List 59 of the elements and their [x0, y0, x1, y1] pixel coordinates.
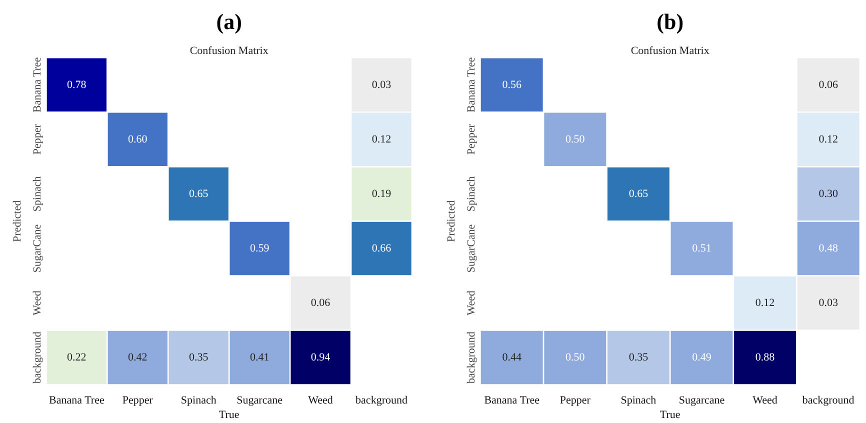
chart-title: (b) — [656, 8, 684, 34]
x-tick-label: Sugarcane — [236, 394, 283, 407]
x-tick-label: Sugarcane — [678, 394, 725, 407]
y-axis-title: Predicted — [11, 200, 24, 242]
y-tick-label: Spinach — [32, 176, 44, 212]
chart-subtitle: Confusion Matrix — [630, 44, 710, 57]
y-tick-label: Pepper — [466, 124, 478, 155]
y-tick-label: Pepper — [32, 124, 44, 155]
data-label: 0.12 — [818, 133, 838, 146]
x-tick-label: Pepper — [560, 394, 591, 407]
x-axis-title: True — [218, 408, 240, 421]
x-tick-label: Weed — [752, 394, 778, 407]
y-tick-label: Weed — [466, 290, 478, 316]
data-label: 0.66 — [372, 242, 392, 254]
y-tick-label: Spinach — [466, 176, 478, 212]
data-label: 0.42 — [128, 351, 148, 364]
data-label: 0.22 — [67, 351, 86, 364]
data-label: 0.49 — [692, 351, 712, 364]
data-label: 0.50 — [566, 351, 586, 364]
data-label: 0.65 — [628, 188, 649, 200]
x-tick-label: Pepper — [122, 394, 154, 407]
y-tick-label: Banana Tree — [466, 57, 478, 113]
data-label: 0.12 — [372, 133, 392, 146]
data-label: 0.41 — [250, 351, 270, 364]
x-tick-label: Weed — [308, 394, 334, 407]
data-label: 0.44 — [502, 351, 522, 364]
data-label: 0.03 — [818, 296, 838, 309]
data-label: 0.65 — [188, 188, 209, 200]
data-label: 0.50 — [566, 133, 586, 146]
x-tick-label: background — [802, 394, 855, 407]
data-label: 0.51 — [692, 242, 712, 254]
y-tick-label: SugarCane — [466, 224, 478, 273]
data-label: 0.35 — [628, 351, 649, 364]
data-label: 0.06 — [310, 296, 331, 309]
data-label: 0.30 — [818, 188, 838, 200]
y-axis-title: Predicted — [445, 200, 458, 242]
data-label: 0.60 — [128, 133, 148, 146]
data-label: 0.48 — [818, 242, 838, 254]
chart-title: (a) — [216, 8, 242, 34]
data-label: 0.94 — [310, 351, 331, 364]
x-tick-label: Banana Tree — [49, 394, 104, 407]
y-tick-label: Banana Tree — [32, 57, 44, 113]
x-tick-label: Banana Tree — [484, 394, 540, 407]
y-tick-label: Weed — [32, 290, 44, 316]
data-label: 0.03 — [372, 78, 392, 91]
x-tick-label: Spinach — [180, 394, 217, 407]
data-label: 0.78 — [67, 78, 87, 91]
data-label: 0.59 — [250, 242, 270, 254]
data-label: 0.19 — [372, 188, 392, 200]
x-axis-title: True — [660, 408, 680, 421]
data-label: 0.06 — [818, 78, 838, 91]
x-tick-label: Spinach — [620, 394, 657, 407]
data-label: 0.56 — [502, 78, 522, 91]
y-tick-label: SugarCane — [32, 224, 44, 273]
data-label: 0.88 — [755, 351, 776, 364]
chart-subtitle: Confusion Matrix — [190, 44, 269, 57]
data-label: 0.12 — [755, 296, 775, 309]
x-tick-label: background — [356, 394, 408, 407]
data-label: 0.35 — [188, 351, 209, 364]
